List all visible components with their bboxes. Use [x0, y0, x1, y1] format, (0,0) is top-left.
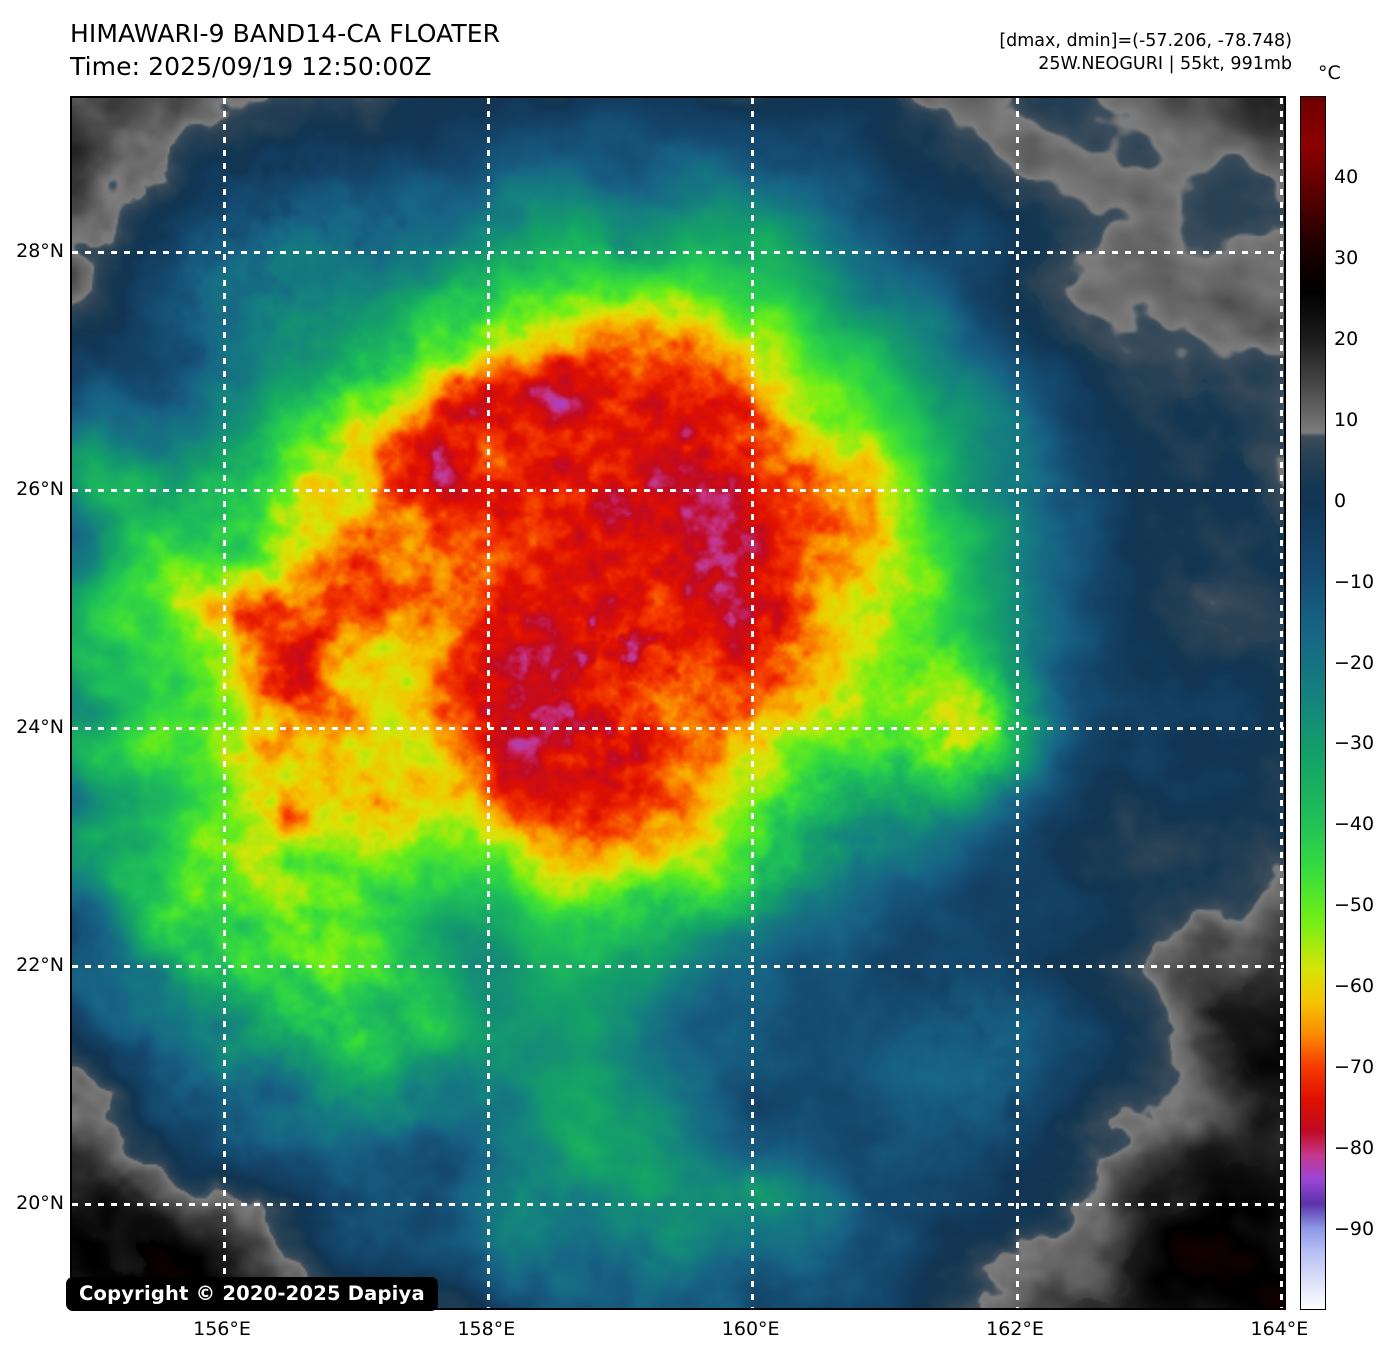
longitude-tick-label: 156°E [193, 1318, 251, 1340]
colorbar-tick-label: −30 [1334, 732, 1375, 755]
satellite-image-plot [70, 96, 1286, 1310]
storm-info: 25W.NEOGURI | 55kt, 991mb [1038, 53, 1292, 74]
colorbar-unit-label: °C [1318, 62, 1341, 84]
timestamp: Time: 2025/09/19 12:50:00Z [70, 51, 432, 81]
product-title: HIMAWARI-9 BAND14-CA FLOATER [70, 19, 501, 48]
temperature-colorbar [1300, 96, 1326, 1310]
longitude-tick-label: 158°E [457, 1318, 516, 1340]
colorbar-tick-label: 10 [1334, 408, 1359, 431]
latitude-tick-label: 24°N [16, 715, 64, 738]
longitude-tick-label: 164°E [1250, 1318, 1309, 1340]
colorbar-tick-label: −10 [1334, 570, 1375, 593]
colorbar-tick-label: 30 [1334, 246, 1359, 269]
colorbar-tick-label: 0 [1334, 489, 1347, 512]
colorbar-tick-label: −50 [1334, 894, 1375, 917]
latitude-tick-label: 28°N [16, 239, 64, 262]
dmax-dmin-readout: [dmax, dmin]=(-57.206, -78.748) [999, 31, 1292, 51]
longitude-tick-label: 160°E [721, 1318, 780, 1340]
colorbar-tick-label: −20 [1334, 651, 1375, 674]
colorbar-tick-label: −60 [1334, 975, 1375, 998]
colorbar-tick-label: 20 [1334, 327, 1359, 350]
latitude-tick-label: 20°N [16, 1191, 64, 1214]
colorbar-tick-label: −40 [1334, 813, 1375, 836]
page-title: HIMAWARI-9 BAND14-CA FLOATER Time: 2025/… [70, 18, 500, 83]
copyright-watermark: Copyright © 2020-2025 Dapiya [66, 1277, 438, 1311]
infrared-satellite-heatmap [72, 98, 1284, 1308]
colorbar-tick-label: 40 [1334, 165, 1359, 188]
colorbar-tick-label: −90 [1334, 1218, 1375, 1241]
longitude-tick-label: 162°E [986, 1318, 1044, 1340]
colorbar-tick-label: −70 [1334, 1056, 1375, 1079]
latitude-tick-label: 22°N [16, 953, 64, 976]
latitude-tick-label: 26°N [16, 477, 64, 500]
colorbar-tick-label: −80 [1334, 1137, 1375, 1160]
colorbar-gradient [1301, 97, 1325, 1309]
metadata-block: [dmax, dmin]=(-57.206, -78.748) 25W.NEOG… [999, 30, 1292, 76]
